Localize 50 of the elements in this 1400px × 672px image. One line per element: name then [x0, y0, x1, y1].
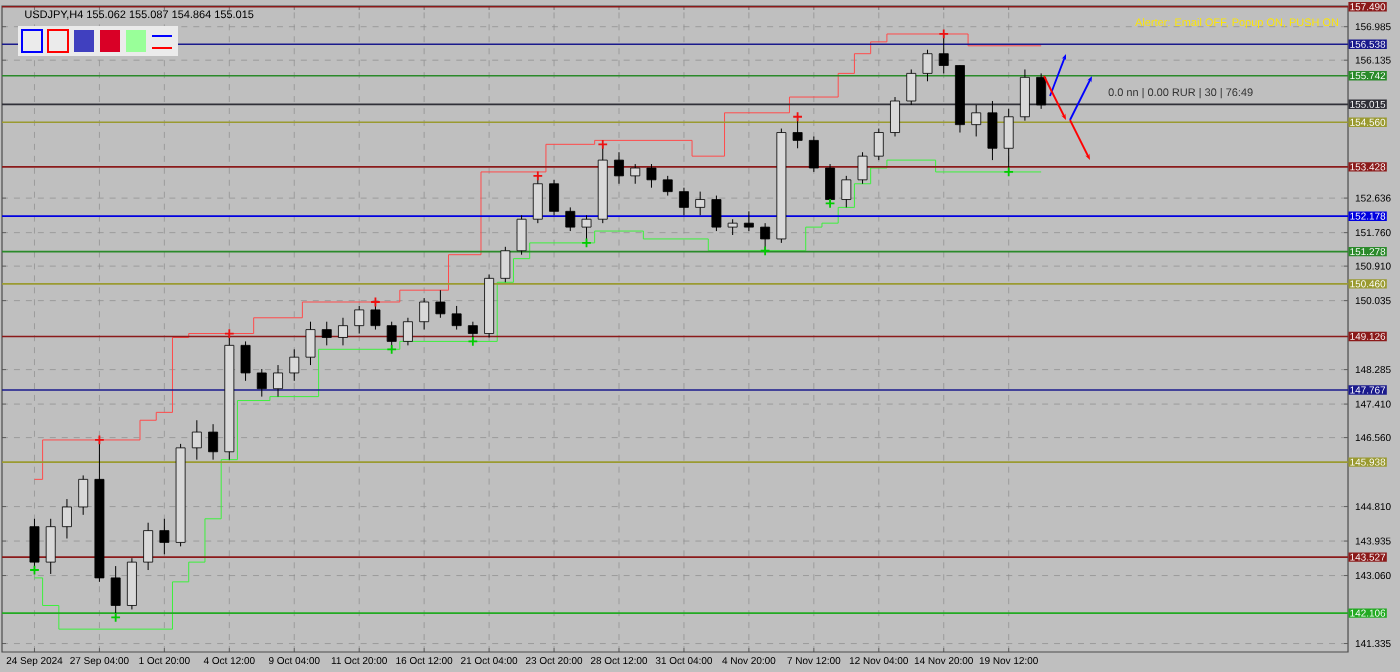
- candlestick: [208, 423, 219, 461]
- point: [110, 612, 121, 623]
- candlestick: [321, 321, 332, 346]
- point: [759, 245, 771, 257]
- candlestick: [451, 305, 462, 331]
- candlestick: [126, 557, 137, 610]
- candlestick: [711, 195, 722, 232]
- candlestick: [890, 96, 900, 137]
- candlestick: [305, 321, 316, 366]
- point: [938, 28, 950, 40]
- candlestick: [549, 179, 559, 216]
- candlestick: [78, 474, 89, 516]
- candlestick: [565, 206, 576, 232]
- candlestick: [971, 104, 982, 137]
- candlestick: [857, 151, 868, 185]
- candlestick: [338, 317, 348, 346]
- candlestick: [646, 163, 657, 189]
- candlestick: [662, 175, 673, 197]
- candlestick: [62, 498, 72, 539]
- candlestick: [516, 214, 527, 256]
- candlestick: [354, 305, 365, 335]
- candlestick: [678, 187, 689, 216]
- candlestick: [808, 135, 819, 173]
- candlestick: [143, 522, 154, 571]
- candlestick: [240, 340, 251, 382]
- candlestick: [841, 175, 852, 208]
- candlestick: [695, 191, 706, 216]
- candlestick: [256, 368, 267, 398]
- candlestick: [289, 348, 300, 382]
- candlestick: [630, 163, 641, 185]
- candlestick: [402, 317, 413, 346]
- candlestick: [987, 100, 998, 161]
- candlestick: [1019, 68, 1030, 122]
- candlestick: [435, 289, 446, 319]
- candlestick: [873, 128, 884, 161]
- candlestick: [906, 68, 917, 106]
- candlestick: [45, 518, 56, 575]
- candlestick: [614, 151, 624, 185]
- point: [597, 139, 609, 150]
- candlestick: [743, 210, 754, 232]
- candlestick: [273, 364, 283, 398]
- point: [1003, 166, 1014, 178]
- point: [386, 344, 397, 355]
- candlestick: [500, 246, 511, 283]
- candlestick: [1036, 72, 1047, 110]
- point: [532, 170, 544, 182]
- candlestick: [159, 518, 170, 555]
- candlestick: [922, 49, 933, 82]
- candlestick: [419, 297, 430, 331]
- candlestick: [191, 419, 202, 461]
